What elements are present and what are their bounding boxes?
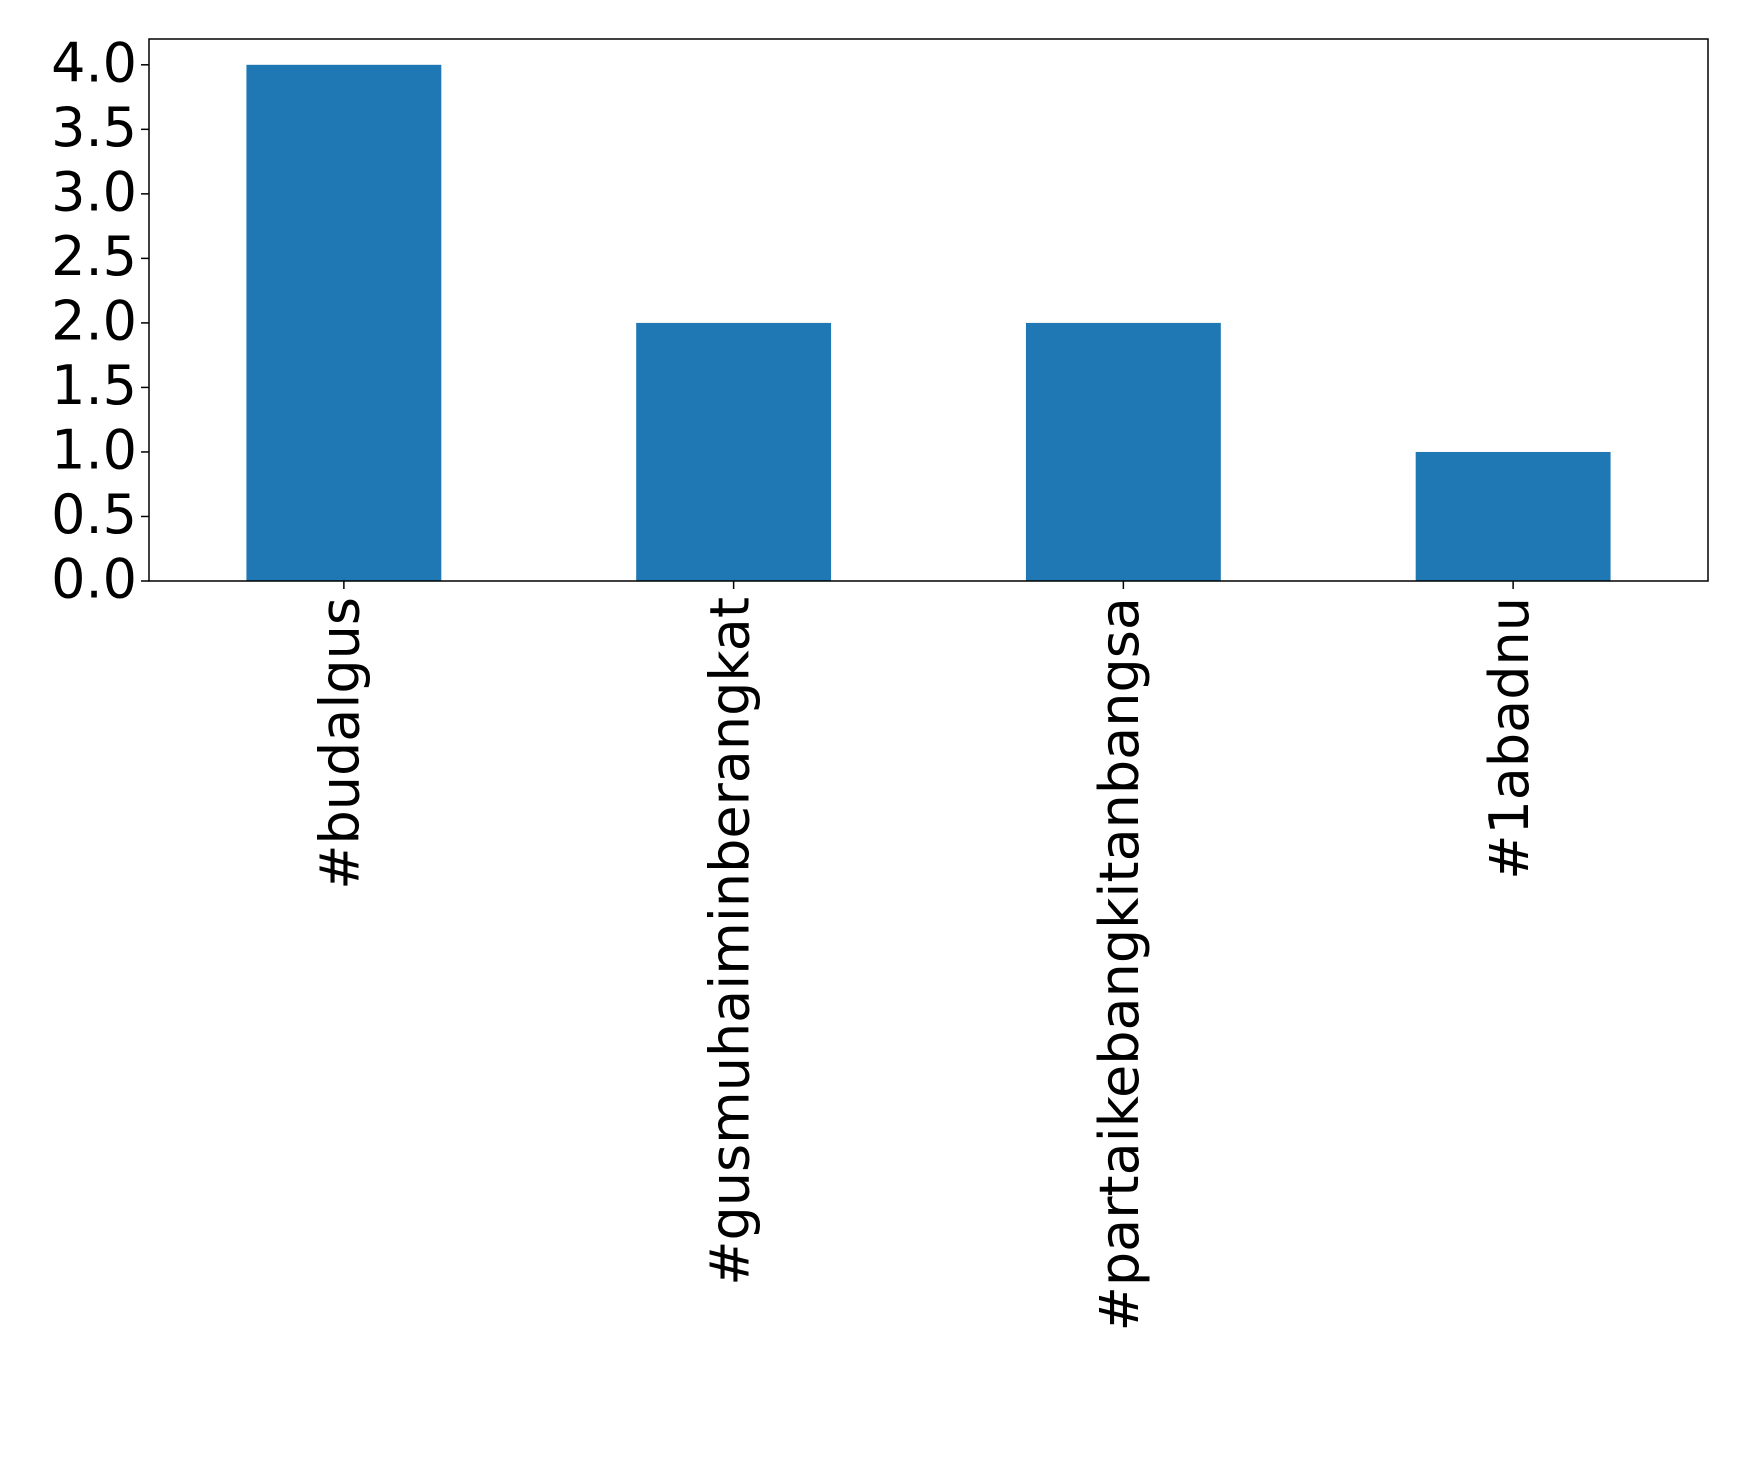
- bar: [246, 64, 442, 582]
- y-tick-label: 3.0: [51, 160, 137, 223]
- bar: [1415, 451, 1611, 581]
- y-tick-label: 1.5: [51, 354, 137, 417]
- y-tick-label: 0.5: [51, 483, 137, 546]
- x-tick-label: #1abadnu: [1478, 597, 1541, 880]
- axes-frame: [148, 38, 1709, 582]
- y-tick-label: 4.0: [51, 31, 137, 94]
- x-tick-label: #budalgus: [309, 597, 372, 890]
- y-tick-label: 2.5: [51, 225, 137, 288]
- bar: [636, 322, 832, 581]
- y-tick-label: 0.0: [51, 548, 137, 611]
- bar: [1025, 322, 1221, 581]
- y-tick-label: 3.5: [51, 96, 137, 159]
- y-tick-label: 1.0: [51, 419, 137, 482]
- x-tick-label: #partaikebangkitanbangsa: [1088, 597, 1151, 1331]
- x-tick-label: #gusmuhaiminberangkat: [698, 597, 761, 1286]
- y-tick-label: 2.0: [51, 290, 137, 353]
